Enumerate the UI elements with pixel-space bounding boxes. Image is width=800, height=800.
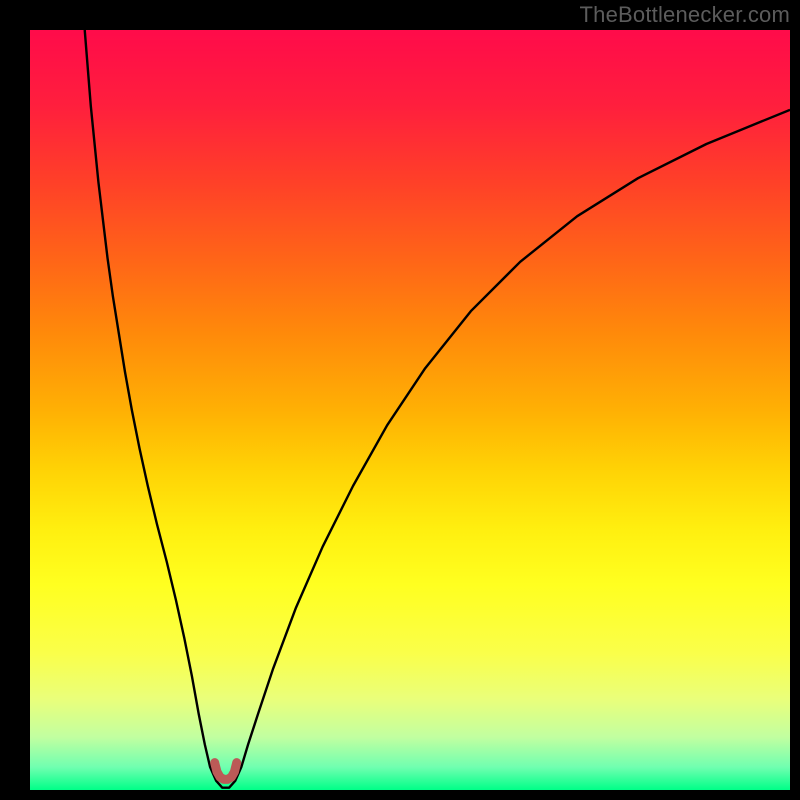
curve-layer — [30, 30, 790, 790]
chart-root: TheBottlenecker.com — [0, 0, 800, 800]
plot-area — [30, 30, 790, 790]
watermark-text: TheBottlenecker.com — [580, 2, 790, 28]
